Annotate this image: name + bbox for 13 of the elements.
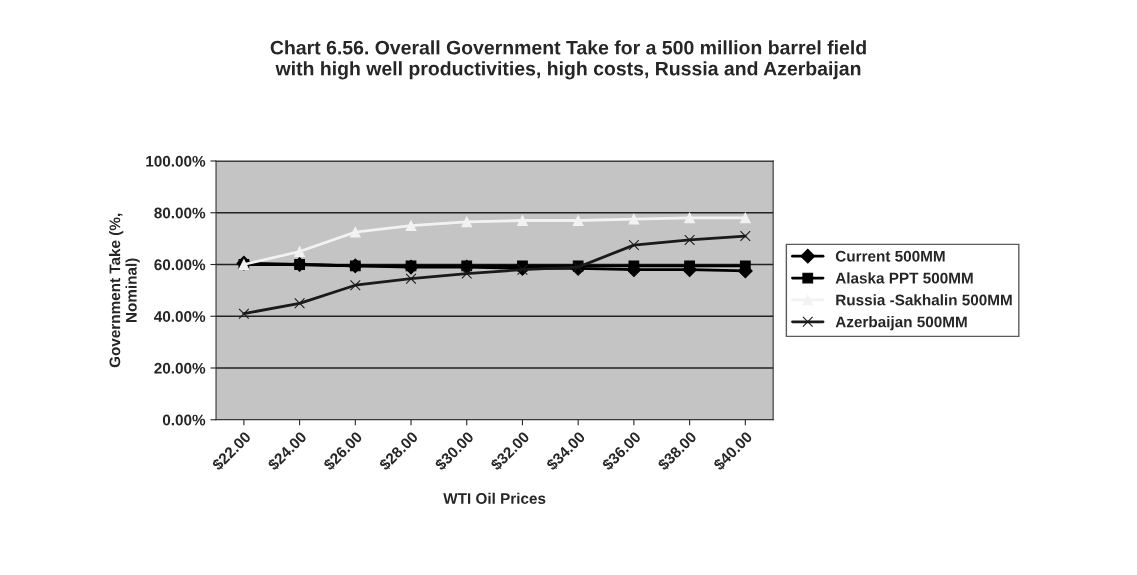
- legend-label: Azerbaijan 500MM: [835, 316, 967, 331]
- legend-label: Russia -Sakhalin 500MM: [836, 294, 1012, 306]
- y-tick-label: 60.00%: [154, 259, 206, 271]
- y-tick-label: 20.00%: [154, 362, 206, 374]
- y-tick-label: 100.00%: [146, 155, 206, 167]
- y-axis-title: Government Take (%, Nominal): [109, 213, 140, 368]
- y-tick-label: 80.00%: [154, 207, 206, 219]
- y-tick-label: 40.00%: [154, 311, 206, 322]
- legend-label: Alaska PPT 500MM: [835, 272, 973, 284]
- x-axis-title: WTI Oil Prices: [443, 492, 546, 504]
- legend-label: Current 500MM: [835, 250, 945, 262]
- chart-title: Chart 6.56. Overall Government Take for a 500 million barrel field with high well productivities, high costs, Russia and Azerbaijan: [270, 40, 866, 80]
- y-tick-label: 0.00%: [162, 414, 206, 426]
